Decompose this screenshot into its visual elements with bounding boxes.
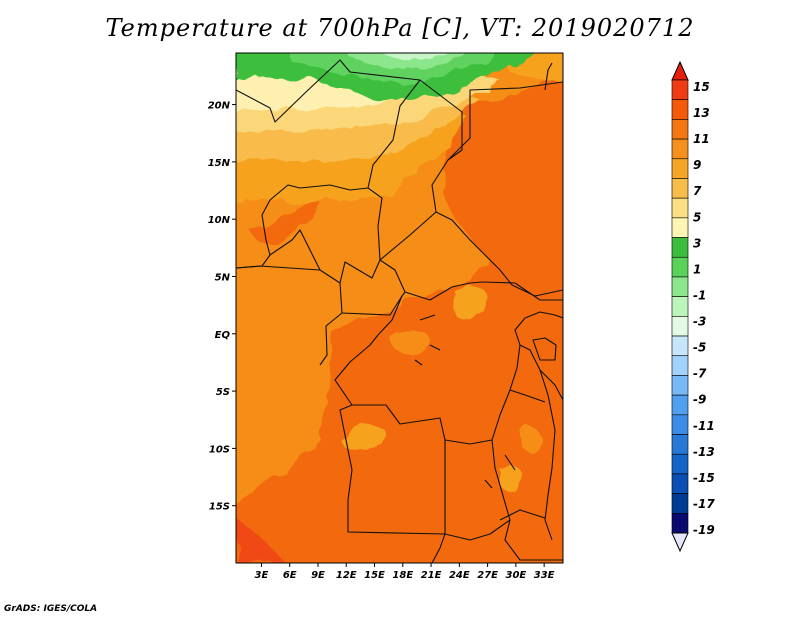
- temperature-field: [236, 53, 563, 563]
- plot-area: [236, 53, 563, 563]
- colorbar-swatch: [671, 197, 689, 219]
- colorbar-label: -19: [693, 523, 715, 537]
- lat-tick-label: 15S: [209, 502, 230, 513]
- country-borders: [236, 59, 563, 563]
- colorbar-swatch: [671, 217, 689, 238]
- lon-tick-label: 27E: [477, 570, 498, 581]
- longitude-axis: 3E 6E 9E 12E 15E 18E 21E 24E 27E 30E 33E: [255, 563, 555, 581]
- colorbar-label: 15: [693, 80, 710, 94]
- temperature-band: [250, 195, 321, 243]
- temperature-band: [498, 466, 525, 491]
- colorbar-swatch: [671, 473, 689, 494]
- lon-tick-label: 6E: [283, 570, 297, 581]
- colorbar-swatch: [671, 138, 689, 160]
- lat-tick-label: 20N: [208, 101, 231, 112]
- grads-credit: GrADS: IGES/COLA: [4, 604, 98, 614]
- temperature-band: [519, 428, 545, 452]
- lon-tick-label: 21E: [421, 570, 442, 581]
- colorbar-swatch: [671, 119, 689, 140]
- colorbar-label: -15: [693, 471, 715, 485]
- colorbar-label: -17: [693, 497, 715, 511]
- lat-tick-label: 10S: [209, 444, 230, 455]
- colorbar-swatch: [671, 316, 689, 337]
- colorbar-swatch: [671, 178, 689, 199]
- lon-tick-label: 3E: [255, 570, 269, 581]
- colorbar-legend: 15 13 11 9 7 5 3 1 -1 -3 -5 -7 -9 -11 -13 -15 -17 -19: [671, 60, 715, 553]
- map-title: Temperature at 700hPa [C], VT: 201902071…: [105, 14, 695, 42]
- colorbar-swatch: [671, 256, 689, 278]
- lat-tick-label: 10N: [208, 215, 231, 226]
- colorbar-label: -13: [693, 445, 715, 459]
- lon-tick-label: 24E: [449, 570, 470, 581]
- colorbar-label: 3: [693, 236, 701, 250]
- temperature-band: [392, 326, 430, 357]
- colorbar-swatch: [671, 394, 689, 416]
- colorbar-label: 9: [693, 158, 701, 172]
- lat-tick-label: 5S: [216, 387, 230, 398]
- colorbar-swatch: [671, 453, 689, 475]
- colorbar-label: 13: [693, 106, 710, 120]
- colorbar-top-arrow: [671, 60, 689, 81]
- lon-tick-label: 18E: [392, 570, 413, 581]
- lon-tick-label: 30E: [506, 570, 527, 581]
- colorbar-label: -5: [693, 341, 706, 355]
- colorbar-label: 7: [693, 184, 702, 198]
- latitude-axis: 20N 15N 10N 5N EQ 5S 10S 15S: [208, 101, 236, 513]
- lon-tick-label: 9E: [311, 570, 325, 581]
- temperature-band: [236, 518, 285, 563]
- colorbar-swatch: [671, 237, 689, 258]
- lat-tick-label: 15N: [208, 158, 231, 169]
- colorbar-label: 11: [693, 132, 710, 146]
- colorbar-swatch: [671, 335, 689, 357]
- colorbar-label: -1: [693, 288, 706, 302]
- lon-tick-label: 15E: [364, 570, 385, 581]
- lon-tick-label: 33E: [534, 570, 555, 581]
- colorbar-swatch: [671, 79, 689, 100]
- colorbar-label: -11: [693, 419, 715, 433]
- temperature-band: [452, 285, 490, 321]
- colorbar-label: 1: [693, 262, 701, 276]
- colorbar-label: -9: [693, 393, 706, 407]
- temperature-band: [236, 180, 563, 563]
- colorbar-swatch: [671, 493, 689, 514]
- colorbar-swatch: [671, 276, 689, 297]
- colorbar-swatch: [671, 158, 689, 179]
- temperature-band: [384, 53, 440, 62]
- colorbar-swatch: [671, 296, 689, 317]
- colorbar-label: 5: [693, 210, 701, 224]
- temperature-band: [340, 423, 386, 453]
- colorbar-label: -7: [693, 367, 707, 381]
- colorbar-bottom-arrow: [671, 532, 689, 553]
- colorbar-swatch: [671, 375, 689, 396]
- lat-tick-label: EQ: [215, 330, 231, 341]
- plot-frame: [235, 52, 564, 564]
- lat-tick-label: 5N: [215, 272, 231, 283]
- colorbar-swatch: [671, 355, 689, 376]
- colorbar-swatch: [671, 513, 689, 534]
- colorbar-label: -3: [693, 315, 706, 329]
- lon-tick-label: 12E: [336, 570, 357, 581]
- colorbar-swatch: [671, 434, 689, 455]
- colorbar-swatch: [671, 99, 689, 120]
- temperature-band: [347, 53, 464, 71]
- colorbar-swatch: [671, 414, 689, 435]
